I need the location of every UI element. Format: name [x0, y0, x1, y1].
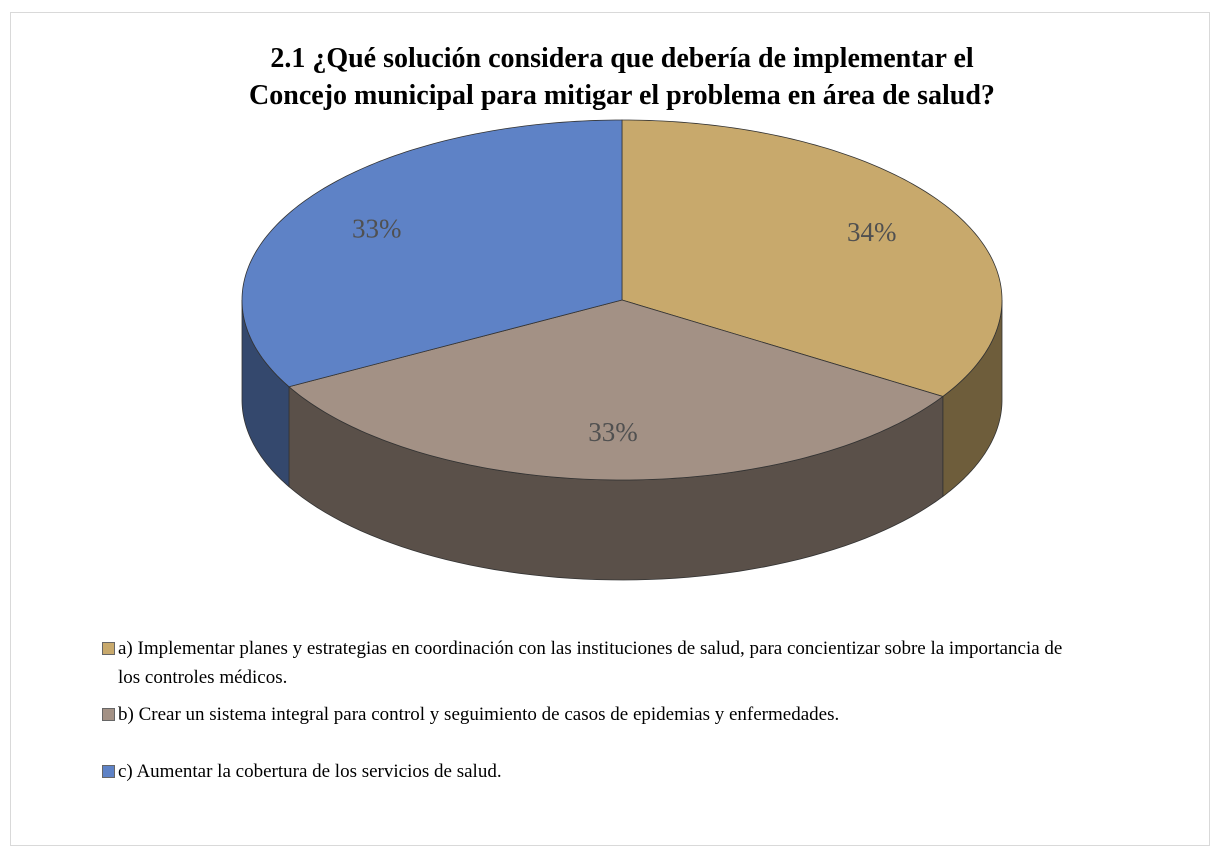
- pie-slice: [621, 119, 1003, 397]
- data-label: 34%: [847, 217, 897, 247]
- pie-slice: [288, 299, 944, 481]
- data-label: 33%: [588, 417, 638, 447]
- legend-swatch: [102, 708, 115, 721]
- chart-frame: [10, 12, 1210, 846]
- legend-item: a) Implementar planes y estrategias en c…: [102, 634, 1162, 692]
- legend-swatch: [102, 642, 115, 655]
- legend-item: c) Aumentar la cobertura de los servicio…: [102, 757, 1162, 786]
- legend-label: c) Aumentar la cobertura de los servicio…: [118, 761, 502, 782]
- legend-label: a) Implementar planes y estrategias en c…: [118, 638, 1063, 688]
- pie-slice: [241, 119, 623, 388]
- legend: a) Implementar planes y estrategias en c…: [102, 634, 1162, 794]
- legend-swatch: [102, 765, 115, 778]
- data-label: 33%: [352, 213, 402, 243]
- chart-title: 2.1 ¿Qué solución considera que debería …: [249, 43, 995, 111]
- legend-label: b) Crear un sistema integral para contro…: [118, 704, 840, 725]
- legend-item: b) Crear un sistema integral para contro…: [102, 700, 1162, 729]
